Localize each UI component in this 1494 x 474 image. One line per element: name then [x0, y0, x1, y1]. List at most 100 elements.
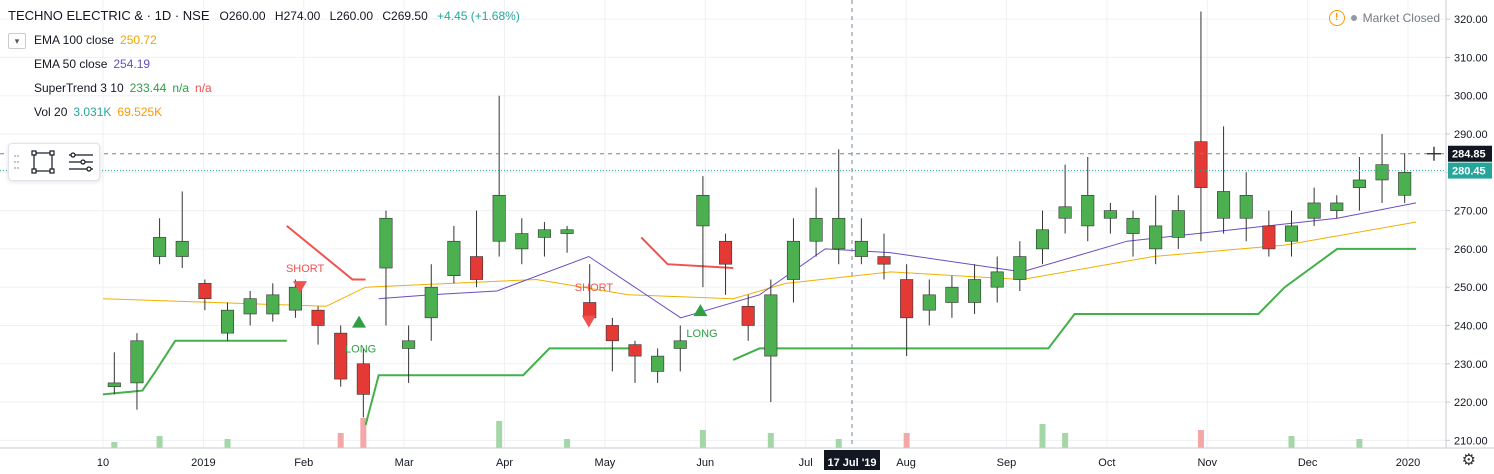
candle-body — [379, 217, 393, 269]
time-tick-label: 10 — [97, 457, 109, 469]
signal-label: SHORT — [575, 282, 614, 294]
volume-bar — [699, 430, 706, 448]
candle-body — [719, 240, 733, 265]
ohlc-header: TECHNO ELECTRIC & · 1D · NSE O260.00 H27… — [8, 8, 526, 23]
candle-body — [356, 363, 370, 395]
market-status-label: Market Closed — [1362, 11, 1440, 25]
candle-body — [1284, 225, 1299, 242]
indicator-label: EMA 50 close — [34, 57, 108, 71]
candle-body — [1262, 225, 1276, 250]
candle-body — [1035, 229, 1049, 250]
last-price-label: 280.45 — [1452, 166, 1486, 178]
candle-body — [492, 194, 506, 242]
candle-body — [1081, 194, 1095, 227]
volume-bar — [337, 433, 344, 448]
candle-body — [1239, 194, 1253, 219]
candle-body — [832, 217, 846, 250]
candle-body — [266, 294, 280, 315]
indicator-label: EMA 100 close — [34, 33, 115, 47]
candle-body — [1126, 217, 1140, 234]
crosshair-date-label: 17 Jul '19 — [827, 457, 876, 469]
indicator-value: 250.72 — [120, 33, 157, 47]
price-axis-bg — [1446, 0, 1494, 474]
signal-label: LONG — [345, 343, 376, 355]
time-tick-label: Mar — [395, 457, 414, 469]
candle-body — [809, 217, 823, 242]
short-arrow-icon — [292, 281, 307, 294]
price-tick-label: 240.00 — [1454, 320, 1488, 332]
price-tick-label: 220.00 — [1454, 397, 1488, 409]
candle-body — [922, 294, 936, 311]
candle-body — [220, 309, 235, 334]
indicator-value: 233.44 — [129, 81, 167, 95]
long-arrow-icon — [352, 315, 367, 328]
price-tick-label: 320.00 — [1454, 14, 1488, 26]
collapse-legend-button[interactable]: ▾ — [8, 33, 26, 49]
candle-body — [424, 286, 438, 319]
indicator-value: n/a — [195, 81, 212, 95]
time-axis-bg — [0, 448, 1494, 474]
signal-label: LONG — [686, 328, 717, 340]
crosshair-date-label-bg — [824, 450, 880, 470]
supertrend-line — [640, 236, 734, 269]
volume-bar — [224, 439, 231, 448]
candle-body — [696, 194, 710, 227]
time-tick-label: 2019 — [191, 457, 215, 469]
candle-body — [786, 240, 800, 280]
candle-body — [243, 298, 257, 315]
candle-body — [1307, 202, 1321, 219]
line-style-icon[interactable] — [69, 152, 93, 172]
chevron-down-icon: ▾ — [14, 36, 20, 46]
low-value: L260.00 — [329, 8, 374, 23]
candle-body — [764, 294, 778, 357]
time-tick-label: Oct — [1098, 457, 1115, 469]
candle-body — [470, 256, 484, 280]
short-arrow-icon — [581, 315, 596, 328]
candle-body — [628, 344, 642, 357]
candle-body — [1375, 164, 1389, 181]
indicator-row[interactable]: EMA 50 close 254.19 — [34, 57, 150, 71]
candle-body — [854, 240, 868, 257]
indicator-label: Vol 20 — [34, 105, 68, 119]
price-tick-label: 210.00 — [1454, 435, 1488, 447]
candle-body — [673, 340, 687, 349]
crosshair-price-label: 284.85 — [1452, 149, 1486, 161]
drag-handle-icon[interactable] — [14, 155, 19, 169]
drawing-toolbox[interactable] — [8, 143, 100, 181]
volume-bar — [564, 439, 571, 448]
change-value: +4.45 (+1.68%) — [437, 8, 520, 23]
volume-bar — [767, 433, 774, 448]
rectangle-tool-icon[interactable] — [31, 150, 55, 174]
indicator-value: 3.031K — [73, 105, 112, 119]
candle-body — [560, 229, 574, 234]
candle-body — [583, 302, 597, 319]
candle-body — [447, 240, 461, 276]
candle-body — [1217, 191, 1231, 219]
candle-body — [990, 271, 1004, 288]
indicator-row[interactable]: Vol 20 3.031K 69.525K — [34, 105, 162, 119]
candle-body — [515, 233, 529, 250]
candle-body — [741, 306, 755, 326]
volume-bar — [360, 418, 367, 448]
settings-gear-icon[interactable]: ⚙ — [1461, 452, 1476, 469]
market-status[interactable]: ! Market Closed — [1328, 10, 1440, 26]
price-tick-label: 300.00 — [1454, 91, 1488, 103]
candle-body — [1103, 210, 1117, 219]
price-tick-label: 250.00 — [1454, 282, 1488, 294]
indicator-row[interactable]: SuperTrend 3 10 233.44 n/a n/a — [34, 81, 212, 95]
indicator-value: 69.525K — [117, 105, 163, 119]
indicator-row[interactable]: EMA 100 close 250.72 — [34, 33, 157, 47]
candle-body — [288, 286, 302, 311]
open-value: O260.00 — [219, 8, 266, 23]
time-tick-label: Sep — [997, 457, 1017, 469]
volume-bar — [156, 436, 163, 448]
candle-body — [311, 309, 325, 326]
crosshair-price-label-bg — [1448, 145, 1492, 162]
time-tick-label: Aug — [896, 457, 916, 469]
candle-body — [900, 279, 914, 319]
indicator-value: 254.19 — [113, 57, 151, 71]
symbol-title[interactable]: TECHNO ELECTRIC & · 1D · NSE — [8, 8, 210, 23]
price-tick-label: 310.00 — [1454, 52, 1488, 64]
candle-body — [107, 382, 121, 388]
